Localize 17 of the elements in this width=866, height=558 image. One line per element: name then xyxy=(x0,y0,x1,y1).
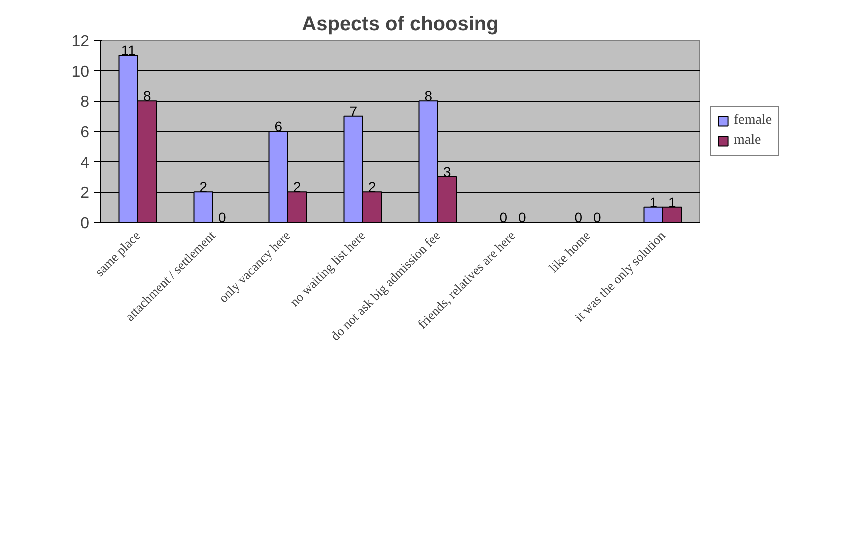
y-tick-label: 12 xyxy=(72,34,90,50)
data-label: 2 xyxy=(293,179,302,196)
y-tick-label: 10 xyxy=(72,64,90,81)
data-label: 11 xyxy=(121,42,136,59)
data-label: 8 xyxy=(424,88,433,104)
y-tick-label: 0 xyxy=(80,216,90,232)
legend-label: male xyxy=(734,133,762,149)
y-tick-label: 8 xyxy=(80,94,90,112)
y-tick-label: 4 xyxy=(80,154,90,172)
data-label: 7 xyxy=(350,103,358,120)
data-label: 2 xyxy=(368,179,376,196)
legend-label: female xyxy=(734,113,772,129)
chart-title: Aspects of choosing xyxy=(302,14,499,36)
y-tick-label: 2 xyxy=(80,185,90,202)
y-tick-label: 6 xyxy=(80,124,90,142)
data-label: 2 xyxy=(200,179,208,196)
data-label: 8 xyxy=(143,88,152,104)
